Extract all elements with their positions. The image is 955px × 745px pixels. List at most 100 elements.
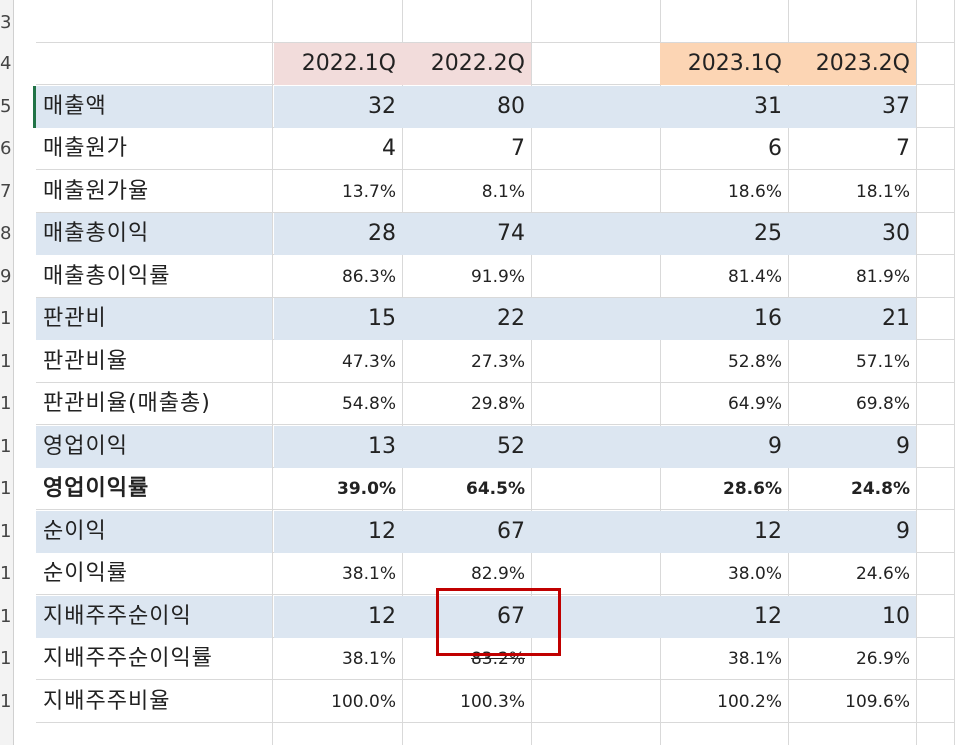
value-cell[interactable]: 86.3% [341,266,396,287]
value-cell[interactable]: 16 [660,298,788,340]
value-cell[interactable]: 38.1% [341,564,396,584]
row-label[interactable]: 순이익 [36,510,272,553]
row-number[interactable]: 9 [0,265,12,287]
value-cell[interactable]: 29.8% [470,394,525,414]
value-cell[interactable]: 30 [788,213,916,255]
value-cell[interactable]: 12 [274,510,402,553]
value-cell[interactable]: 12 [660,595,788,638]
row-number[interactable]: 11 [0,350,12,372]
value-cell[interactable]: 38.0% [727,564,782,584]
row-number[interactable]: 17 [0,605,12,627]
value-cell[interactable]: 38.1% [727,649,782,669]
table-row: 지배주주순이익 12 67 12 10 [36,595,955,638]
value-cell[interactable]: 15 [274,298,402,340]
value-cell[interactable]: 81.4% [727,266,782,287]
value-cell[interactable]: 57.1% [855,351,910,372]
value-cell[interactable]: 82.9% [470,564,525,584]
value-cell[interactable]: 31 [660,85,788,128]
value-cell[interactable]: 64.9% [727,394,782,414]
value-cell[interactable]: 52 [402,425,531,468]
value-cell[interactable]: 7 [896,136,910,161]
value-cell[interactable]: 39.0% [337,479,396,499]
value-cell[interactable]: 13 [274,425,402,468]
value-cell[interactable]: 22 [402,298,531,340]
empty-row[interactable] [36,0,955,43]
value-cell[interactable]: 21 [788,298,916,340]
row-number[interactable]: 12 [0,393,12,414]
row-number[interactable]: 6 [0,138,12,159]
value-cell[interactable]: 12 [274,595,402,638]
column-header[interactable]: 2022.1Q [274,43,402,85]
row-number[interactable]: 14 [0,478,12,499]
row-label[interactable]: 판관비 [36,298,272,340]
value-cell[interactable]: 67 [402,510,531,553]
row-label[interactable]: 매출원가 [43,136,128,161]
row-label[interactable]: 매출액 [36,85,272,128]
value-cell[interactable]: 10 [788,595,916,638]
row-number[interactable]: 15 [0,520,12,542]
row-number[interactable]: 4 [0,53,12,74]
row-label[interactable]: 매출총이익률 [43,263,171,289]
row-label[interactable]: 매출총이익 [36,213,272,255]
value-cell[interactable]: 37 [788,85,916,128]
row-number[interactable]: 7 [0,180,12,202]
row-number[interactable]: 8 [0,223,12,244]
value-cell[interactable]: 27.3% [470,351,525,372]
value-cell[interactable]: 24.8% [851,479,910,499]
value-cell[interactable]: 8.1% [481,181,525,202]
value-cell[interactable]: 26.9% [855,649,910,669]
grid-column-line [272,0,273,745]
value-cell[interactable]: 69.8% [855,394,910,414]
value-cell[interactable]: 12 [660,510,788,553]
row-number[interactable]: 13 [0,435,12,457]
row-label[interactable]: 순이익률 [43,561,128,586]
column-header[interactable]: 2023.1Q [660,43,788,85]
value-cell[interactable]: 9 [788,425,916,468]
value-cell[interactable]: 7 [511,136,525,161]
row-label[interactable]: 지배주주순이익 [36,595,272,638]
value-cell[interactable]: 6 [768,136,782,161]
value-cell[interactable]: 32 [274,85,402,128]
row-label[interactable]: 판관비율 [43,348,128,374]
value-cell[interactable]: 109.6% [845,691,910,712]
row-number[interactable]: 18 [0,648,12,669]
value-cell[interactable]: 9 [788,510,916,553]
value-cell[interactable]: 81.9% [855,266,910,287]
value-cell[interactable]: 18.1% [855,181,910,202]
value-cell[interactable]: 28 [274,213,402,255]
value-cell[interactable]: 91.9% [470,266,525,287]
row-number[interactable]: 5 [0,95,12,117]
value-cell[interactable]: 13.7% [341,181,396,202]
value-cell[interactable]: 38.1% [341,649,396,669]
value-cell[interactable]: 28.6% [723,479,782,499]
grid-column-line [531,0,532,745]
value-cell[interactable]: 18.6% [727,181,782,202]
row-label[interactable]: 지배주주순이익률 [43,646,213,671]
value-cell[interactable]: 52.8% [727,351,782,372]
row-label[interactable]: 영업이익 [36,425,272,468]
spreadsheet-grid: 2022.1Q 2022.2Q 2023.1Q 2023.2Q 매출액 32 80 31 37 매… [36,0,955,745]
value-cell[interactable]: 74 [402,213,531,255]
value-cell[interactable]: 67 [402,595,531,638]
value-cell[interactable]: 100.3% [460,691,525,712]
row-label[interactable]: 판관비율(매출총) [43,391,211,416]
value-cell[interactable]: 80 [402,85,531,128]
value-cell[interactable]: 24.6% [855,564,910,584]
row-number[interactable]: 16 [0,563,12,584]
value-cell[interactable]: 54.8% [341,394,396,414]
value-cell[interactable]: 9 [660,425,788,468]
value-cell[interactable]: 25 [660,213,788,255]
row-number[interactable]: 10 [0,308,12,329]
value-cell[interactable]: 100.2% [717,691,782,712]
column-header[interactable]: 2022.2Q [402,43,531,85]
value-cell[interactable]: 100.0% [331,691,396,712]
row-number[interactable]: 19 [0,690,12,712]
row-label[interactable]: 영업이익률 [43,476,150,501]
row-label[interactable]: 매출원가율 [43,178,150,204]
row-label[interactable]: 지배주주비율 [43,688,171,714]
row-number[interactable]: 3 [0,12,12,33]
column-header[interactable]: 2023.2Q [788,43,916,85]
value-cell[interactable]: 47.3% [341,351,396,372]
value-cell[interactable]: 4 [382,136,396,161]
value-cell[interactable]: 64.5% [466,479,525,499]
